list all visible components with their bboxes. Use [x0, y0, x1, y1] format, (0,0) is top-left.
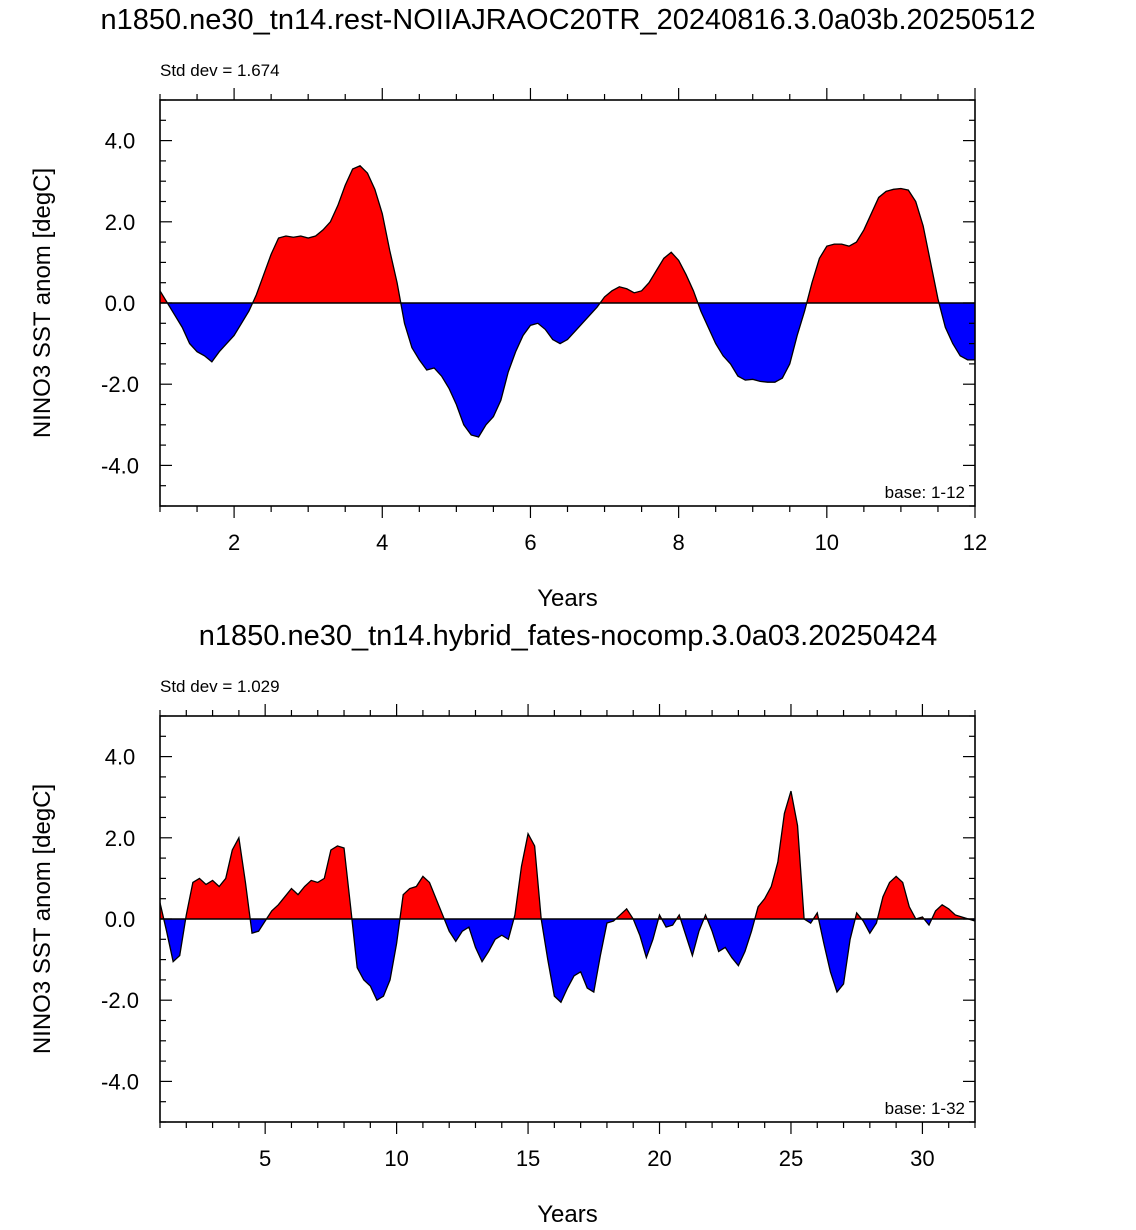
y-tick-label: 2.0	[105, 210, 136, 235]
y-tick-label: 0.0	[105, 291, 136, 316]
base-period-label: base: 1-12	[885, 483, 965, 502]
std-dev-label: Std dev = 1.674	[160, 61, 280, 80]
x-tick-label: 30	[910, 1146, 934, 1171]
x-tick-label: 4	[376, 530, 388, 555]
negative-anomaly-fill	[166, 302, 976, 439]
x-tick-label: 8	[673, 530, 685, 555]
x-tick-label: 20	[647, 1146, 671, 1171]
y-axis-label: NINO3 SST anom [degC]	[29, 784, 56, 1054]
x-tick-label: 10	[384, 1146, 408, 1171]
y-axis-label: NINO3 SST anom [degC]	[29, 168, 56, 438]
x-tick-label: 2	[228, 530, 240, 555]
chart-title-2: n1850.ne30_tn14.hybrid_fates-nocomp.3.0a…	[198, 620, 938, 652]
anomaly-series-line	[159, 164, 975, 438]
base-period-label: base: 1-32	[885, 1099, 965, 1118]
x-axis-label: Years	[537, 1201, 598, 1228]
chart-panel-2: 4.0 2.0 0.0 -2.0 -4.0 5 10 15 20 25 30 Years NINO3 S…	[29, 677, 976, 1228]
y-tick-label: 2.0	[105, 826, 136, 851]
anomaly-series-line	[159, 790, 976, 1004]
chart-panel-1: 4.0 2.0 0.0 -2.0 -4.0 2 4 6 8 10 12 Years NINO3 SST …	[29, 61, 987, 612]
x-tick-label: 5	[259, 1146, 271, 1171]
positive-anomaly-fill	[159, 165, 940, 304]
y-tick-label: -4.0	[101, 1069, 139, 1094]
positive-anomaly-fill	[159, 791, 969, 920]
y-tick-label: -2.0	[101, 372, 139, 397]
x-tick-label: 6	[524, 530, 536, 555]
x-axis-label: Years	[537, 585, 598, 612]
x-tick-label: 10	[815, 530, 839, 555]
y-tick-label: -2.0	[101, 988, 139, 1013]
chart-title-1: n1850.ne30_tn14.rest-NOIIAJRAOC20TR_2024…	[100, 4, 1036, 36]
y-tick-label: -4.0	[101, 453, 139, 478]
x-tick-label: 12	[963, 530, 987, 555]
y-tick-label: 0.0	[105, 907, 136, 932]
std-dev-label: Std dev = 1.029	[160, 677, 280, 696]
y-tick-label: 4.0	[105, 745, 136, 770]
x-tick-label: 25	[779, 1146, 803, 1171]
negative-anomaly-fill	[163, 918, 976, 1003]
y-tick-label: 4.0	[105, 129, 136, 154]
x-tick-label: 15	[516, 1146, 540, 1171]
